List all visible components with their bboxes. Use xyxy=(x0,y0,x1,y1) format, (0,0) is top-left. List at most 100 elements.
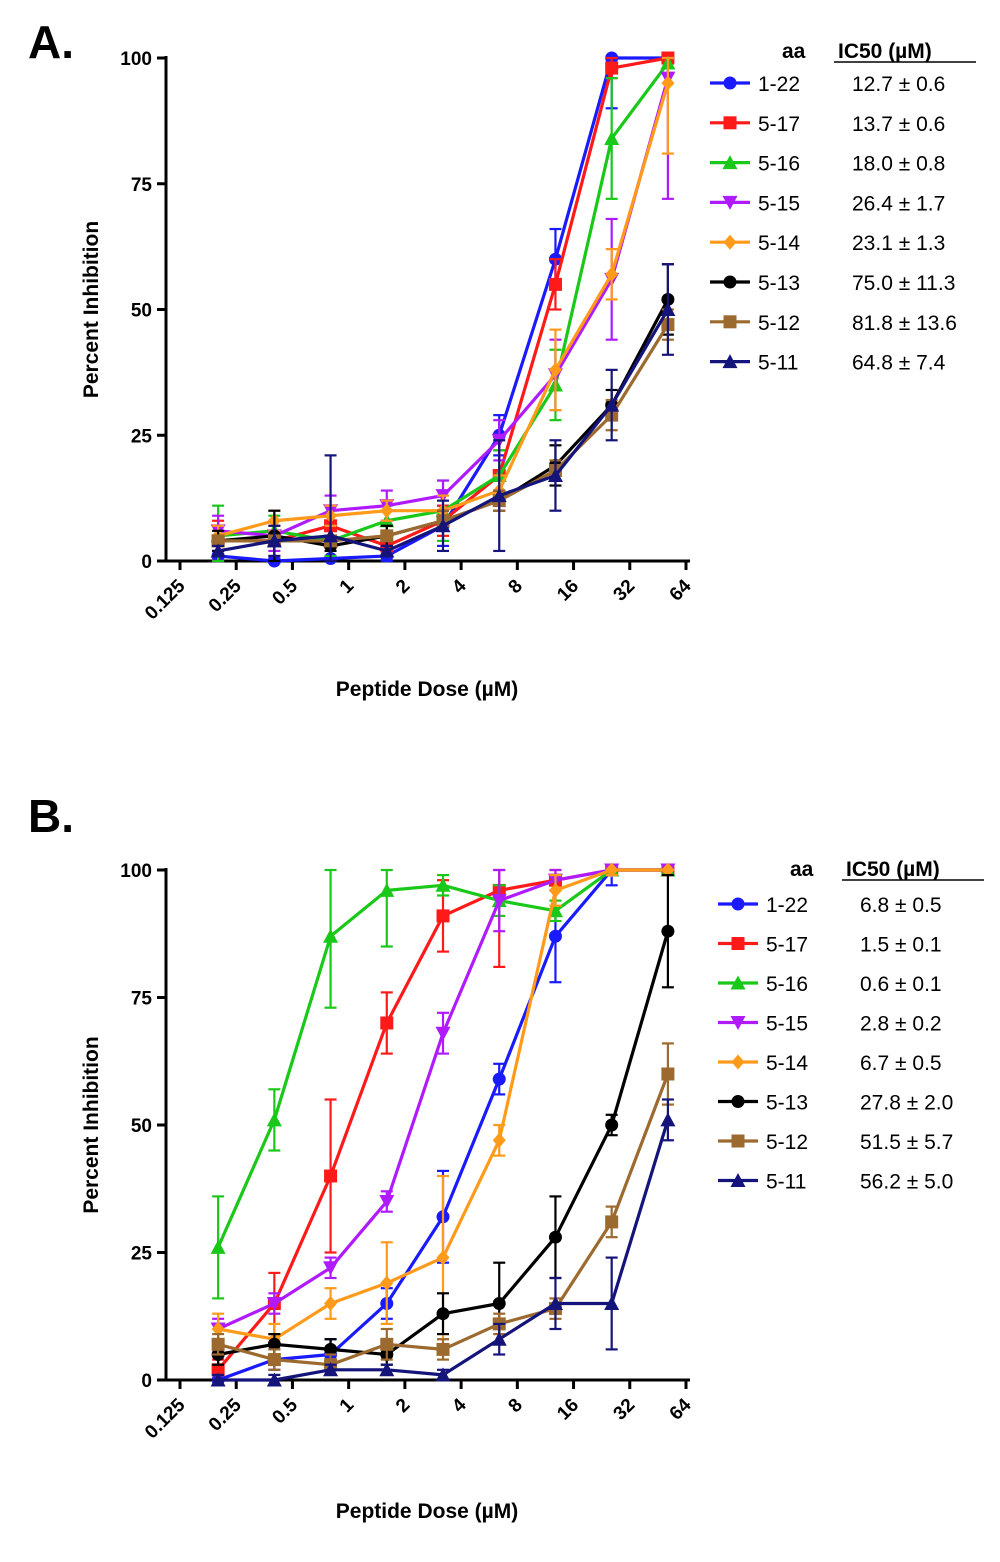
legend-series-name: 5-15 xyxy=(758,192,800,215)
data-point xyxy=(267,1353,281,1367)
legend-ic50-value: 12.7 ± 0.6 xyxy=(852,73,945,96)
legend: aa IC50 (µM) 1-22 12.7 ± 0.6 5-17 13.7 ± 0.6 5… xyxy=(710,40,976,375)
y-tick-label: 0 xyxy=(141,552,152,573)
y-tick-label: 75 xyxy=(131,175,153,196)
legend-ic50-value: 27.8 ± 2.0 xyxy=(860,1092,953,1115)
x-tick-label: 0.125 xyxy=(141,1394,190,1443)
legend-header-ic50: IC50 (µM) xyxy=(838,40,932,63)
legend-marker xyxy=(731,937,745,950)
x-tick-label: 1 xyxy=(336,575,359,598)
data-point xyxy=(380,1275,394,1291)
data-point xyxy=(266,1372,282,1387)
legend-marker xyxy=(723,275,737,289)
legend-series-name: 5-16 xyxy=(766,973,808,996)
data-point xyxy=(547,1296,563,1310)
y-tick-label: 25 xyxy=(131,426,153,447)
data-point xyxy=(435,1026,451,1041)
x-tick-label: 0.5 xyxy=(268,575,302,609)
data-point xyxy=(604,397,620,412)
legend-series-name: 5-13 xyxy=(758,272,800,295)
x-tick-label: 8 xyxy=(505,576,527,598)
data-point xyxy=(323,1362,339,1377)
series-5-12 xyxy=(211,1042,675,1377)
panel-label: B. xyxy=(28,790,74,842)
data-point xyxy=(267,1337,281,1351)
x-tick-label: 32 xyxy=(610,576,640,606)
data-point xyxy=(492,1072,506,1086)
y-tick-label: 0 xyxy=(141,1371,152,1392)
legend-ic50-value: 64.8 ± 7.4 xyxy=(852,352,946,375)
series-5-14 xyxy=(211,56,675,548)
data-point xyxy=(547,467,563,482)
data-point xyxy=(548,362,562,378)
series-line xyxy=(217,77,670,538)
x-tick-label: 0.25 xyxy=(205,1394,246,1435)
legend-ic50-value: 13.7 ± 0.6 xyxy=(852,113,945,136)
legend-ic50-value: 6.8 ± 0.5 xyxy=(860,894,942,917)
legend-series-name: 5-11 xyxy=(766,1171,806,1194)
data-point xyxy=(379,882,395,897)
data-point xyxy=(604,130,620,145)
series-5-15 xyxy=(210,56,676,553)
x-axis-title: Peptide Dose (µM) xyxy=(336,1500,518,1523)
legend-ic50-value: 81.8 ± 13.6 xyxy=(852,312,957,335)
data-point xyxy=(266,533,282,548)
data-point xyxy=(605,1215,619,1229)
legend-marker xyxy=(723,315,737,329)
legend-ic50-value: 18.0 ± 0.8 xyxy=(852,153,945,176)
legend-series-name: 5-17 xyxy=(758,113,800,136)
x-tick-label: 4 xyxy=(448,575,471,598)
data-point xyxy=(605,61,619,75)
x-tick-label: 4 xyxy=(448,1394,471,1417)
data-point xyxy=(491,1331,507,1346)
data-point xyxy=(661,924,675,938)
series-5-11 xyxy=(210,1098,676,1387)
legend-series-name: 1-22 xyxy=(758,73,800,96)
data-point xyxy=(548,882,562,898)
legend-series-name: 5-11 xyxy=(758,352,798,375)
data-point xyxy=(492,1297,506,1310)
data-point xyxy=(660,302,676,316)
legend-series-name: 1-22 xyxy=(766,894,808,917)
x-tick-label: 0.5 xyxy=(268,1394,302,1428)
legend-series-name: 5-12 xyxy=(758,312,800,335)
data-point xyxy=(491,488,507,503)
y-tick-label: 75 xyxy=(131,989,153,1010)
legend-marker xyxy=(722,195,738,210)
legend-series-name: 5-15 xyxy=(766,1013,808,1036)
data-point xyxy=(605,266,619,282)
data-point xyxy=(436,909,450,923)
x-tick-label: 16 xyxy=(553,1395,583,1425)
data-point xyxy=(492,1132,506,1148)
legend-header-ic50: IC50 (µM) xyxy=(846,858,940,881)
legend-marker xyxy=(722,155,738,170)
data-point xyxy=(379,543,395,558)
data-point xyxy=(324,1296,338,1311)
data-point xyxy=(380,1016,394,1030)
legend-series-name: 5-16 xyxy=(758,153,800,176)
legend-series-name: 5-14 xyxy=(766,1052,808,1075)
y-tick-label: 100 xyxy=(120,49,152,70)
chart-panel-b: B. 0 25 50 75 100 0.125 0.25 0.5 1 2 4 8 16 32 64 Peptid… xyxy=(28,790,984,1523)
legend-marker xyxy=(730,1173,746,1187)
legend-ic50-value: 75.0 ± 11.3 xyxy=(852,272,955,295)
legend-header-aa: aa xyxy=(782,40,806,63)
data-point xyxy=(211,1321,225,1337)
data-point xyxy=(548,277,562,291)
legend-ic50-value: 51.5 ± 5.7 xyxy=(860,1131,953,1154)
data-point xyxy=(323,1261,339,1276)
legend-marker xyxy=(722,354,738,369)
series-5-11 xyxy=(210,263,676,563)
x-tick-label: 1 xyxy=(336,1394,359,1417)
series-line xyxy=(218,56,669,548)
chart-panel-a: A. 0 25 50 75 100 0.125 0.25 0.5 1 2 4 8 16 32 64 Peptid… xyxy=(28,16,976,701)
legend-ic50-value: 23.1 ± 1.3 xyxy=(852,232,945,255)
data-point xyxy=(324,1169,338,1183)
legend-ic50-value: 56.2 ± 5.0 xyxy=(860,1171,953,1194)
data-point xyxy=(548,929,562,943)
y-axis-title: Percent Inhibition xyxy=(80,221,103,398)
x-axis-title: Peptide Dose (µM) xyxy=(336,678,518,701)
legend-marker xyxy=(730,975,746,990)
legend-ic50-value: 0.6 ± 0.1 xyxy=(860,973,942,996)
